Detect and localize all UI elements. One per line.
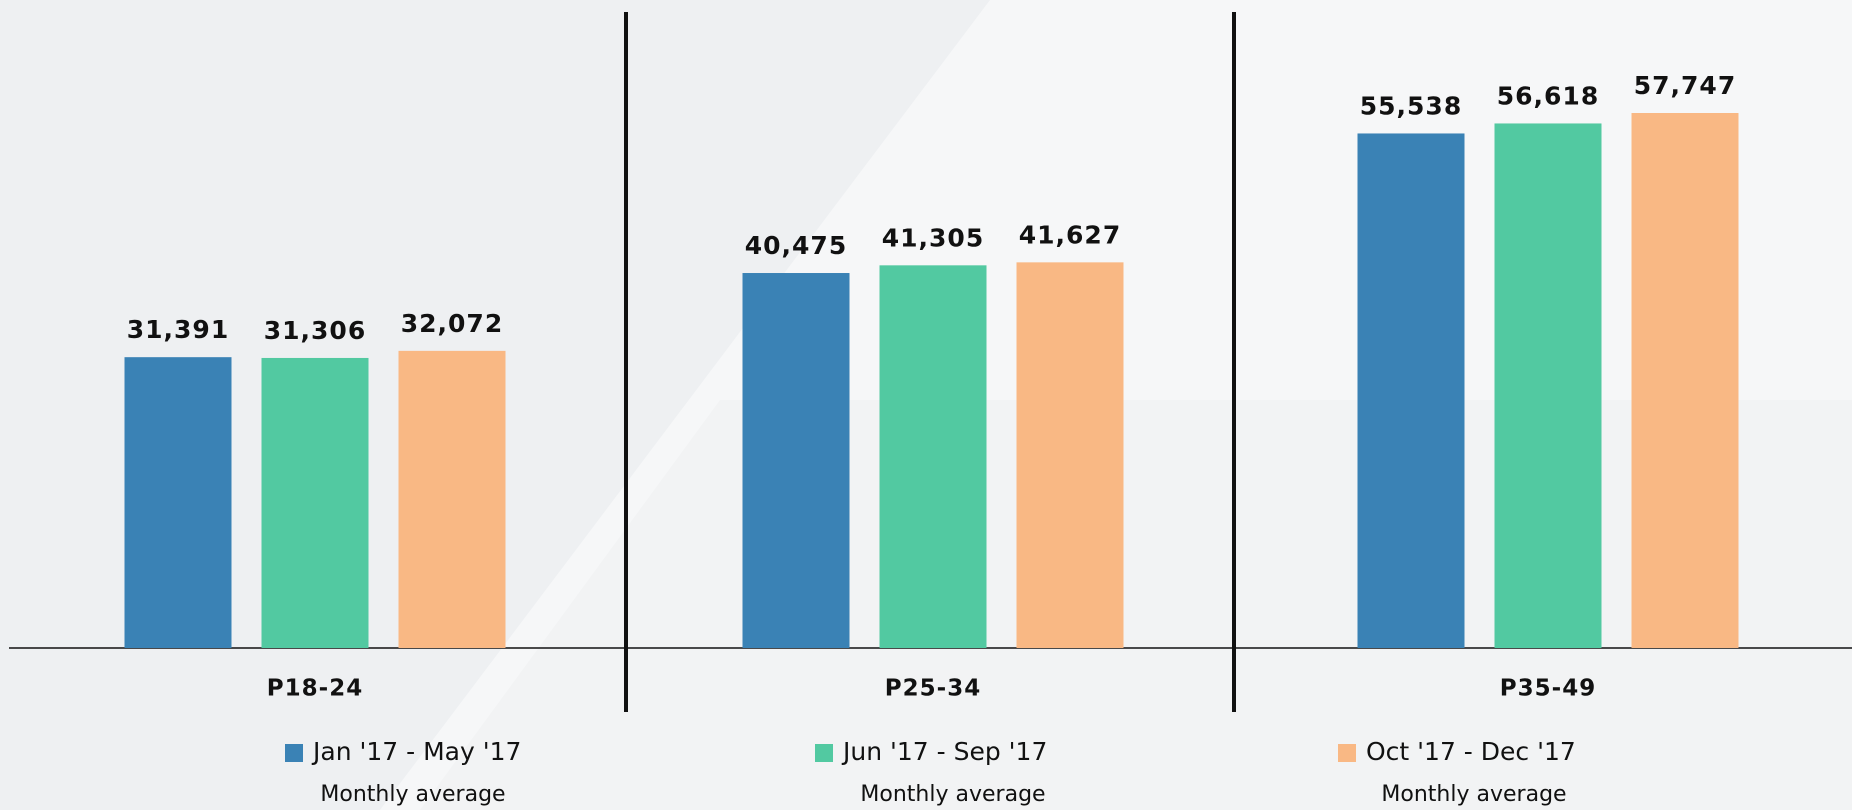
- bar: [124, 357, 232, 648]
- data-label: 41,627: [1019, 220, 1121, 249]
- legend-subtitle: Monthly average: [320, 782, 505, 807]
- bar: [879, 265, 987, 648]
- legend-swatch: [1338, 744, 1356, 762]
- category-label: P35-49: [1500, 676, 1596, 702]
- bar: [398, 350, 506, 648]
- data-label: 32,072: [401, 309, 503, 338]
- category-label: P18-24: [267, 676, 363, 702]
- bar: [742, 273, 850, 648]
- bar: [261, 357, 369, 648]
- data-label: 56,618: [1497, 81, 1599, 110]
- data-label: 40,475: [745, 231, 847, 260]
- legend-swatch: [285, 744, 303, 762]
- legend-label: Oct '17 - Dec '17: [1366, 737, 1576, 766]
- bar: [1494, 123, 1602, 649]
- legend-swatch: [815, 744, 833, 762]
- legend-label: Jan '17 - May '17: [311, 737, 521, 766]
- legend-subtitle: Monthly average: [1381, 782, 1566, 807]
- legend-label: Jun '17 - Sep '17: [841, 737, 1047, 766]
- legend-subtitle: Monthly average: [860, 782, 1045, 807]
- data-label: 57,747: [1634, 71, 1736, 100]
- data-label: 41,305: [882, 223, 984, 252]
- bar: [1016, 262, 1124, 648]
- bar: [1357, 133, 1465, 648]
- bar: [1631, 113, 1739, 648]
- data-label: 31,391: [127, 315, 229, 344]
- data-label: 55,538: [1360, 91, 1462, 120]
- category-label: P25-34: [885, 676, 981, 702]
- data-label: 31,306: [264, 316, 366, 345]
